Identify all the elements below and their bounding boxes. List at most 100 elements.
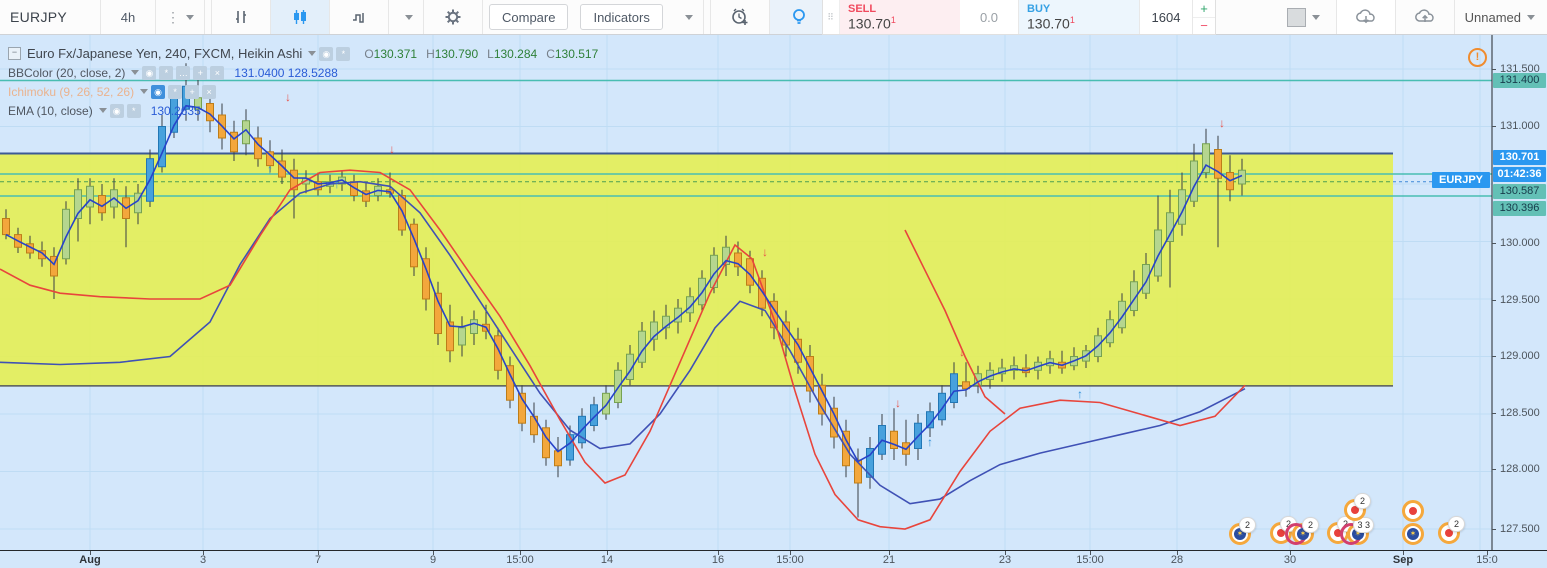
add-alert-button[interactable]: [710, 0, 770, 34]
candle-body: [494, 335, 502, 371]
price-tick-label: 128.500: [1500, 407, 1540, 419]
chevron-down-icon[interactable]: [131, 70, 140, 75]
warning-icon[interactable]: !: [1468, 48, 1487, 67]
chart-type-menu-button[interactable]: [389, 0, 424, 34]
chart-type-candles-button[interactable]: [271, 0, 330, 34]
price-axis-badge: 131.400: [1493, 73, 1546, 88]
layout-color-button[interactable]: [1276, 0, 1330, 34]
chart-type-bars-button[interactable]: [212, 0, 271, 34]
quantity-decrease-button[interactable]: −: [1200, 18, 1208, 34]
eu-flag-icon: ✶: [1407, 528, 1419, 540]
sell-price: 130.701: [848, 14, 896, 32]
sell-button[interactable]: SELL 130.701: [840, 0, 960, 34]
eye-icon[interactable]: ◉: [319, 46, 334, 61]
gear-icon[interactable]: *: [168, 84, 183, 99]
chevron-down-icon[interactable]: [308, 51, 317, 56]
candle-body: [362, 190, 370, 202]
chart-title[interactable]: Euro Fx/Japanese Yen, 240, FXCM, Heikin …: [27, 46, 303, 61]
time-tick-mark: [203, 551, 204, 555]
time-tick-label: 9: [429, 554, 437, 566]
ideas-button[interactable]: [769, 0, 829, 34]
economic-event-marker-eu[interactable]: ✶ 2: [1285, 517, 1319, 545]
candle-body: [626, 353, 634, 381]
time-tick-label: 15:0: [1476, 554, 1498, 566]
economic-event-marker-jp[interactable]: 2: [1344, 493, 1371, 521]
price-tick-label: 131.500: [1500, 63, 1540, 75]
add-icon[interactable]: +: [185, 84, 200, 99]
chevron-down-icon[interactable]: [98, 108, 107, 113]
signal-arrow-up: ↑: [927, 435, 933, 449]
price-tick-mark: [1492, 69, 1496, 70]
indicator-ema-label[interactable]: EMA (10, close): [8, 103, 93, 118]
spread-value: 0.0: [960, 0, 1018, 34]
candle-body: [74, 189, 82, 219]
buy-price-pip: 1: [1069, 14, 1075, 25]
chart-type-step-button[interactable]: [330, 0, 389, 34]
interval-menu-button[interactable]: ⋮: [156, 0, 205, 34]
candle-body: [446, 321, 454, 352]
candle-body: [890, 430, 898, 449]
candle-body: [542, 427, 550, 459]
candle-body: [518, 392, 526, 424]
close-icon[interactable]: ×: [210, 65, 225, 80]
eye-icon[interactable]: ◉: [109, 103, 124, 118]
chart-settings-button[interactable]: [424, 0, 483, 34]
indicator-ichimoku-label[interactable]: Ichimoku (9, 26, 52, 26): [8, 84, 135, 99]
buy-button[interactable]: BUY 130.701: [1018, 0, 1139, 34]
quantity-value[interactable]: 1604: [1139, 0, 1192, 34]
event-count-badge: 3 3: [1353, 517, 1374, 533]
economic-event-marker-eu[interactable]: ✶ 3 3: [1340, 517, 1374, 545]
bars-icon: [236, 11, 246, 23]
indicators-menu-button[interactable]: [668, 0, 704, 34]
indicators-button[interactable]: Indicators: [580, 4, 663, 30]
gear-icon[interactable]: *: [336, 46, 351, 61]
chevron-down-icon: [1311, 14, 1320, 20]
layout-name-button[interactable]: Unnamed: [1454, 0, 1545, 34]
time-tick-label: 15:00: [506, 554, 534, 566]
time-tick-label: 21: [882, 554, 896, 566]
comment-icon[interactable]: …: [176, 65, 191, 80]
ohlc-readout: O130.371 H130.790 L130.284 C130.517: [364, 46, 599, 61]
compare-button[interactable]: Compare: [489, 4, 569, 30]
time-axis[interactable]: Aug 3 7 9 15:00 14 16 15:00 21 23 15:00 28 30 Sep 15:0: [0, 550, 1547, 568]
interval-button[interactable]: 4h: [101, 0, 156, 34]
event-count-badge: 2: [1302, 517, 1319, 533]
event-count-badge: 2: [1239, 517, 1256, 533]
add-icon[interactable]: +: [193, 65, 208, 80]
economic-event-marker-eu[interactable]: ✶: [1402, 523, 1424, 545]
gear-icon[interactable]: *: [126, 103, 141, 118]
candle-body: [614, 369, 622, 403]
indicator-ema-values: 130.2635: [150, 103, 201, 118]
candle-body: [638, 330, 646, 363]
economic-event-marker-jp[interactable]: [1402, 500, 1424, 522]
symbol-button[interactable]: EURJPY: [0, 0, 101, 34]
time-tick-mark: [90, 551, 91, 555]
candle-body: [62, 208, 70, 260]
eye-icon[interactable]: ◉: [151, 84, 166, 99]
drag-handle[interactable]: ⠿: [823, 0, 840, 34]
sell-label: SELL: [848, 2, 877, 15]
candle-body: [1010, 365, 1018, 371]
gear-icon[interactable]: *: [159, 65, 174, 80]
price-axis-badge: 130.587: [1493, 184, 1546, 199]
legend-collapse-button[interactable]: −: [8, 47, 21, 60]
candle-body: [938, 392, 946, 421]
price-tick-mark: [1492, 126, 1496, 127]
layout-swatch: [1286, 7, 1306, 27]
price-axis[interactable]: 131.500 131.000 130.000 129.500 129.000 128.5…: [1492, 34, 1547, 550]
load-layout-button[interactable]: [1336, 0, 1396, 34]
time-tick-label: 14: [600, 554, 614, 566]
candle-body: [650, 321, 658, 340]
quantity-increase-button[interactable]: +: [1193, 0, 1215, 18]
eye-icon[interactable]: ◉: [142, 65, 157, 80]
candle-body: [818, 384, 826, 415]
economic-event-marker-eu[interactable]: ✶ 2: [1229, 517, 1256, 545]
candle-body: [86, 185, 94, 208]
indicator-bbcolor-label[interactable]: BBColor (20, close, 2): [8, 65, 126, 80]
close-icon[interactable]: ×: [202, 84, 217, 99]
economic-event-marker-jp[interactable]: 2: [1438, 516, 1465, 544]
chevron-down-icon[interactable]: [140, 89, 149, 94]
save-layout-button[interactable]: [1395, 0, 1455, 34]
